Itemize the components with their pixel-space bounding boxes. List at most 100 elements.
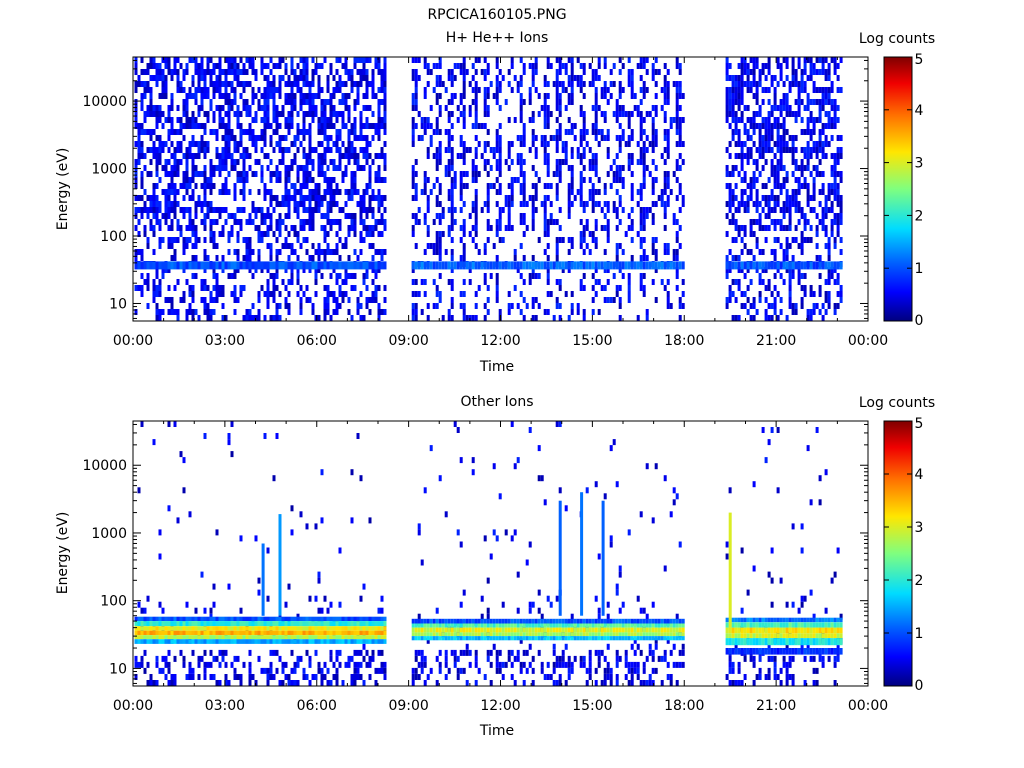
heatmap-cell — [263, 667, 267, 674]
heatmap-cell — [531, 219, 535, 225]
heatmap-cell — [740, 249, 744, 255]
band-cell — [779, 261, 783, 270]
heatmap-cell — [636, 231, 640, 237]
heatmap-cell — [471, 87, 475, 93]
band-cell — [299, 261, 303, 270]
heatmap-cell — [773, 87, 777, 93]
heatmap-cell — [149, 135, 153, 141]
heatmap-cell — [293, 195, 297, 201]
band-cell — [651, 261, 655, 270]
heatmap-cell — [767, 213, 771, 219]
heatmap-cell — [752, 231, 756, 237]
heatmap-cell — [371, 225, 375, 231]
heatmap-cell — [233, 195, 237, 201]
heatmap-cell — [182, 661, 186, 668]
heatmap-cell — [639, 57, 643, 63]
heatmap-cell — [293, 99, 297, 105]
band-cell — [302, 261, 306, 270]
heatmap-cell — [359, 303, 363, 309]
heatmap-cell — [782, 99, 786, 105]
heatmap-cell — [743, 81, 747, 87]
heatmap-cell — [764, 237, 768, 243]
heatmap-cell — [317, 195, 321, 201]
heatmap-cell — [770, 105, 774, 111]
heatmap-cell — [543, 309, 547, 315]
heatmap-cells — [134, 57, 843, 321]
heatmap-cell — [359, 117, 363, 123]
heatmap-cell — [143, 231, 147, 237]
heatmap-cell — [299, 99, 303, 105]
heatmap-cell — [146, 237, 150, 243]
band-cell — [350, 261, 354, 270]
heatmap-cell — [203, 111, 207, 117]
heatmap-cell — [284, 93, 288, 99]
heatmap-cell — [435, 75, 439, 81]
heatmap-cell — [380, 195, 384, 201]
heatmap-cell — [618, 655, 622, 662]
heatmap-cell — [552, 81, 556, 87]
heatmap-cell — [806, 75, 810, 81]
heatmap-cell — [188, 195, 192, 201]
heatmap-cell — [438, 661, 442, 668]
heatmap-cell — [206, 111, 210, 117]
heatmap-cell — [776, 81, 780, 87]
band-cell — [803, 261, 807, 270]
band-cell — [588, 261, 592, 270]
heatmap-cell — [447, 99, 451, 105]
heatmap-cell — [594, 595, 598, 602]
heatmap-cell — [513, 463, 517, 470]
heatmap-cell — [167, 309, 171, 315]
heatmap-cell — [194, 201, 198, 207]
heatmap-cell — [447, 225, 451, 231]
heatmap-cell — [519, 93, 523, 99]
heatmap-cell — [447, 135, 451, 141]
heatmap-cell — [426, 207, 430, 213]
heatmap-cell — [570, 237, 574, 243]
heatmap-cell — [839, 285, 843, 291]
heatmap-cell — [287, 243, 291, 249]
heatmap-cell — [558, 69, 562, 75]
heatmap-cell — [320, 201, 324, 207]
heatmap-cell — [248, 63, 252, 69]
heatmap-cell — [510, 661, 514, 668]
heatmap-cell — [579, 171, 583, 177]
heatmap-cell — [143, 87, 147, 93]
heatmap-cell — [483, 201, 487, 207]
heatmap-cell — [522, 141, 526, 147]
heatmap-cell — [809, 57, 813, 63]
heatmap-cell — [534, 69, 538, 75]
heatmap-cell — [263, 123, 267, 129]
heatmap-cell — [528, 99, 532, 105]
heatmap-cell — [197, 201, 201, 207]
heatmap-cell — [764, 147, 768, 153]
heatmap-cell — [230, 291, 234, 297]
heatmap-cell — [827, 273, 831, 279]
heatmap-cell — [320, 171, 324, 177]
heatmap-cell — [239, 171, 243, 177]
heatmap-cell — [821, 147, 825, 153]
heatmap-cell — [630, 159, 634, 165]
band-cell — [414, 261, 418, 270]
colorbar-title: Log counts — [859, 395, 935, 411]
heatmap-cell — [140, 183, 144, 189]
heatmap-cell — [338, 75, 342, 81]
heatmap-cell — [737, 667, 741, 674]
heatmap-cell — [311, 219, 315, 225]
heatmap-cell — [642, 183, 646, 189]
band-cell — [752, 261, 756, 270]
heatmap-cell — [338, 165, 342, 171]
heatmap-cell — [305, 249, 309, 255]
heatmap-cell — [203, 297, 207, 303]
heatmap-cell — [603, 81, 607, 87]
heatmap-cell — [275, 433, 279, 439]
heatmap-cell — [791, 57, 795, 63]
heatmap-cell — [830, 225, 834, 231]
heatmap-cell — [755, 93, 759, 99]
heatmap-cell — [483, 147, 487, 153]
heatmap-cell — [290, 279, 294, 285]
heatmap-cell — [791, 309, 795, 315]
heatmap-cell — [678, 63, 682, 69]
heatmap-cell — [546, 57, 550, 63]
heatmap-cell — [335, 201, 339, 207]
heatmap-cell — [633, 661, 637, 668]
